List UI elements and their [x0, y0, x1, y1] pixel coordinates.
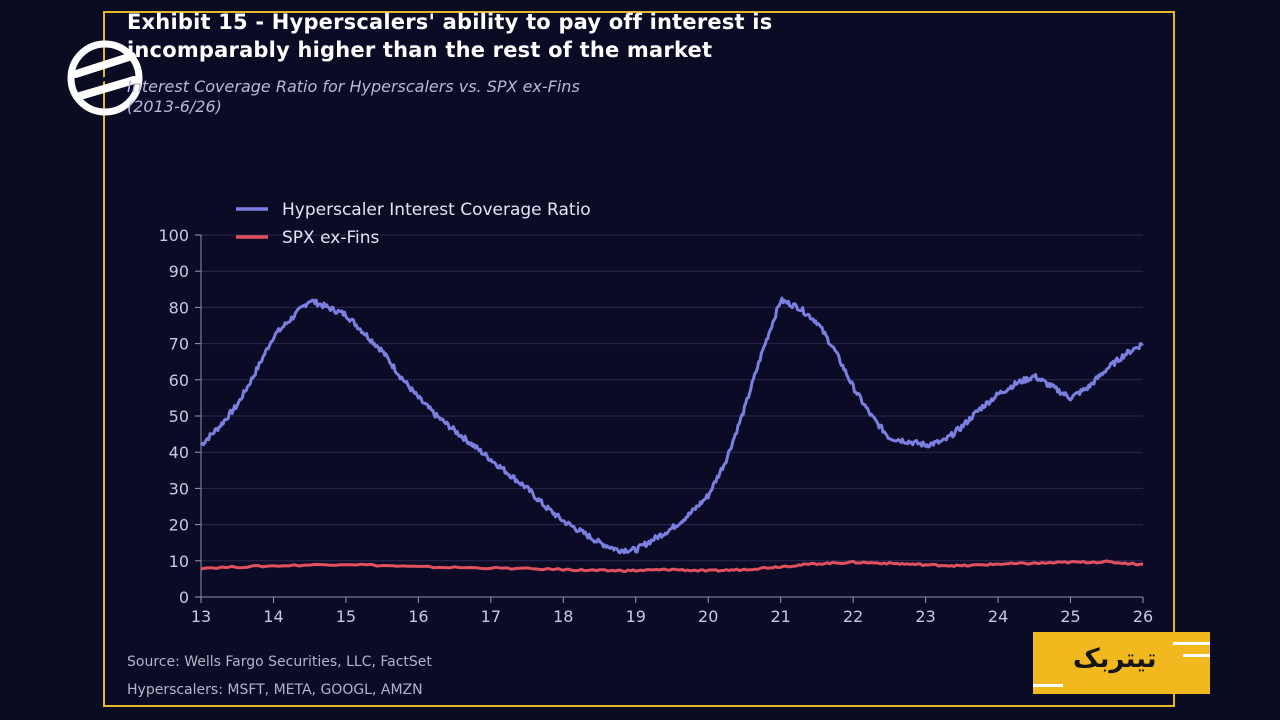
y-tick-label: 80	[169, 298, 189, 317]
x-tick-label: 21	[771, 607, 791, 626]
brand-badge: تیتربک	[1033, 632, 1210, 694]
legend-label: Hyperscaler Interest Coverage Ratio	[282, 200, 591, 220]
brand-logo-icon	[67, 40, 143, 116]
brand-stripe	[1033, 684, 1063, 687]
chart-frame	[103, 11, 1175, 707]
x-tick-label: 15	[336, 607, 356, 626]
x-tick-label: 16	[408, 607, 428, 626]
x-tick-label: 13	[191, 607, 211, 626]
y-tick-label: 100	[158, 226, 189, 245]
x-tick-label: 25	[1060, 607, 1080, 626]
series-line-hyperscaler	[199, 296, 1144, 555]
y-tick-label: 50	[169, 407, 189, 426]
brand-stripe	[1173, 642, 1210, 645]
y-tick-label: 10	[169, 552, 189, 571]
x-tick-label: 26	[1133, 607, 1153, 626]
x-tick-label: 20	[698, 607, 718, 626]
legend-label: SPX ex-Fins	[282, 228, 379, 248]
y-tick-label: 90	[169, 262, 189, 281]
x-tick-label: 17	[481, 607, 501, 626]
y-tick-label: 70	[169, 335, 189, 354]
x-tick-label: 14	[263, 607, 283, 626]
brand-stripe	[1183, 654, 1210, 657]
brand-name: تیتربک	[1073, 644, 1157, 674]
x-tick-label: 19	[626, 607, 646, 626]
chart-subtitle: Interest Coverage Ratio for Hyperscalers…	[127, 77, 580, 116]
x-tick-label: 18	[553, 607, 573, 626]
x-tick-label: 24	[988, 607, 1008, 626]
series-line-spx-ex-fins	[200, 559, 1144, 573]
x-tick-label: 23	[915, 607, 935, 626]
y-tick-label: 40	[169, 443, 189, 462]
chart-title: Exhibit 15 - Hyperscalers' ability to pa…	[127, 10, 773, 62]
y-tick-label: 0	[179, 588, 189, 607]
constituents-note: Hyperscalers: MSFT, META, GOOGL, AMZN	[127, 682, 423, 698]
y-tick-label: 30	[169, 479, 189, 498]
y-tick-label: 20	[169, 516, 189, 535]
x-tick-label: 22	[843, 607, 863, 626]
y-tick-label: 60	[169, 371, 189, 390]
source-note: Source: Wells Fargo Securities, LLC, Fac…	[127, 654, 432, 670]
